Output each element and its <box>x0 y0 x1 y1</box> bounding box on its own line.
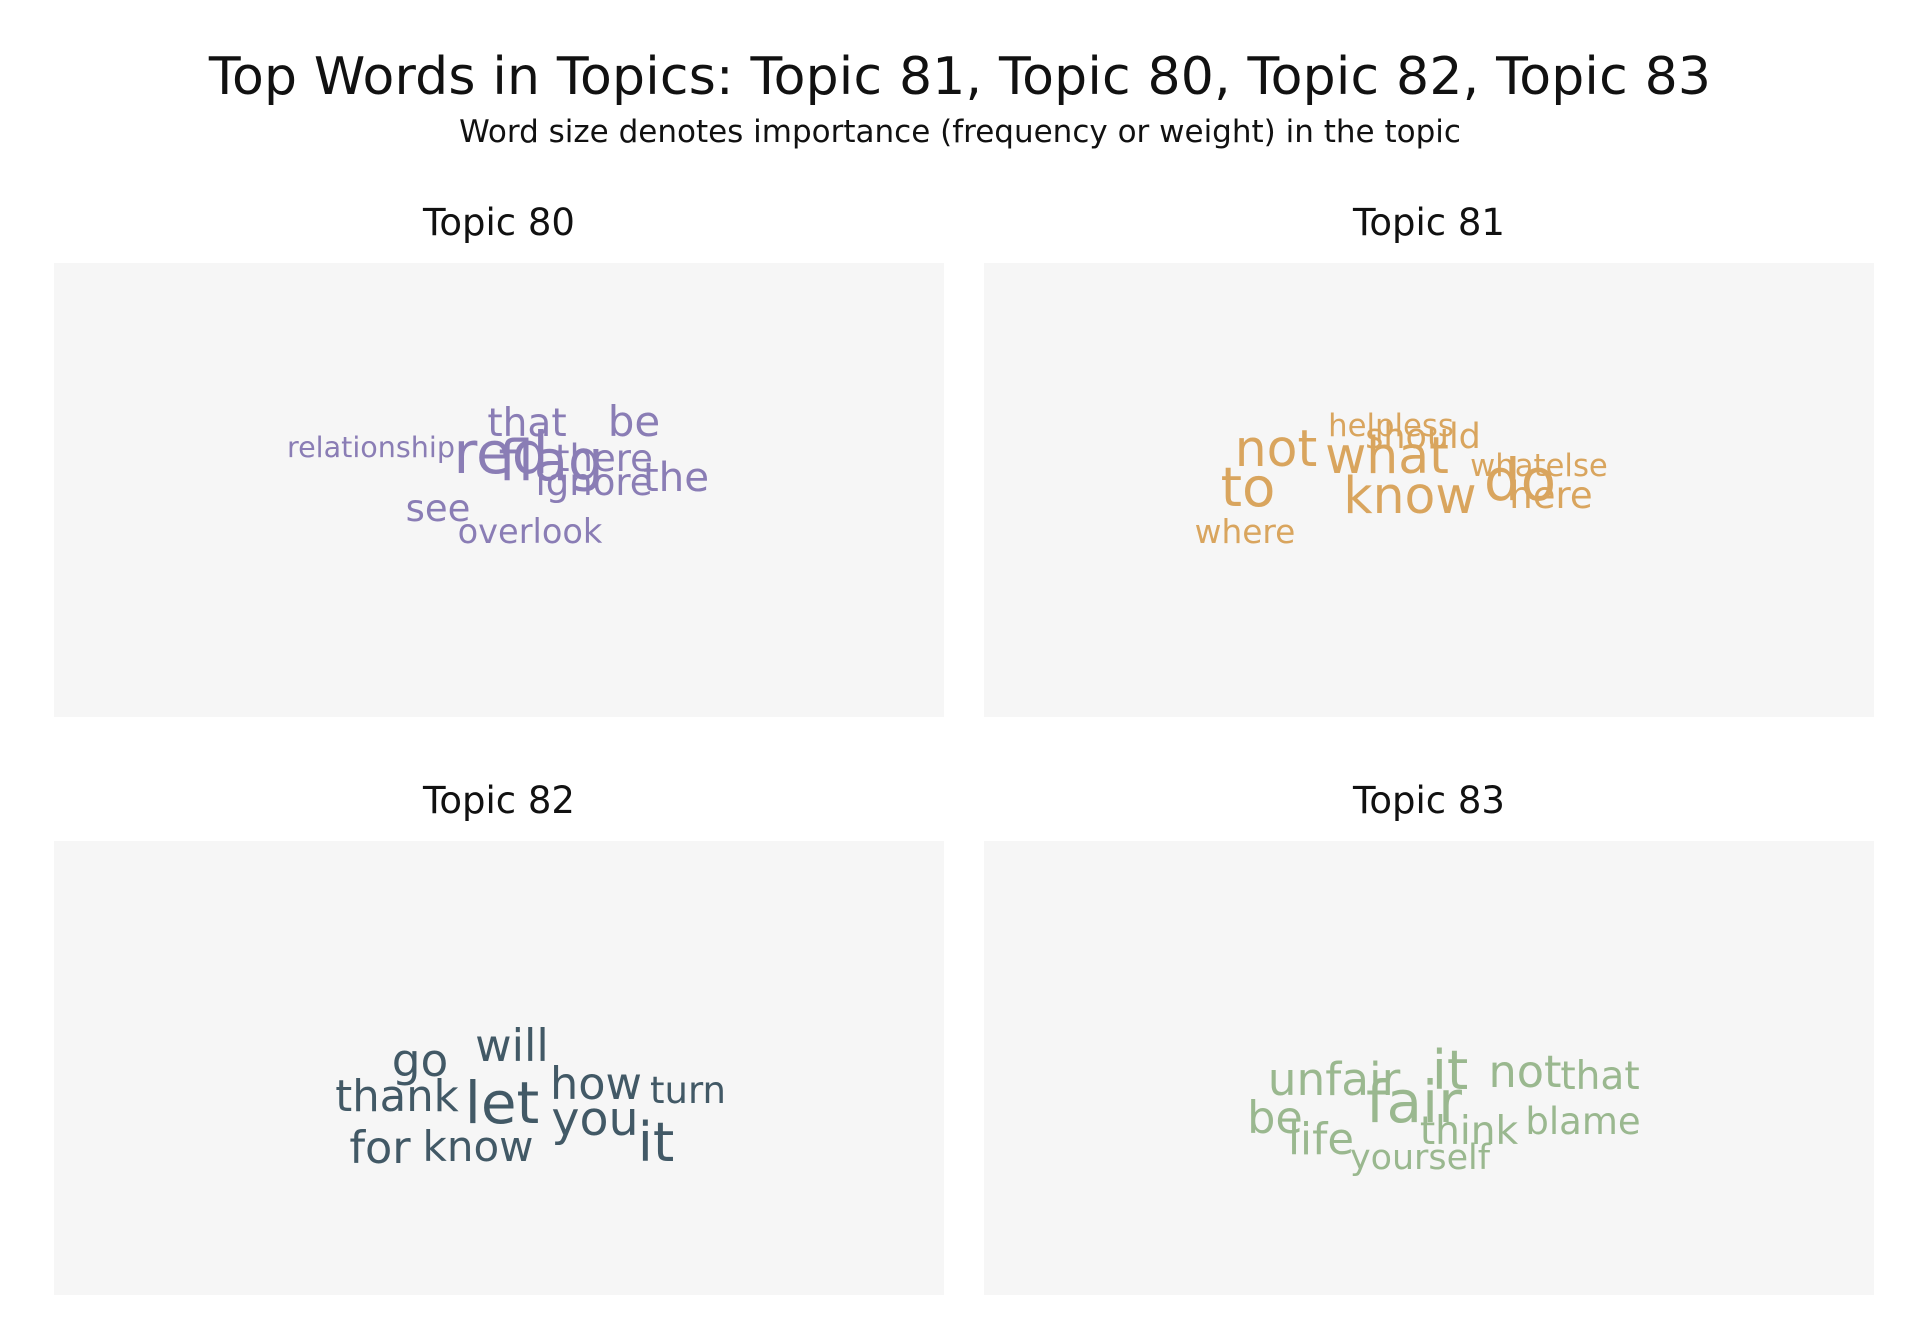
word-blame: blame <box>1525 1100 1640 1143</box>
word-relationship: relationship <box>287 430 455 464</box>
word-know: know <box>1343 466 1476 525</box>
word-be: be <box>608 397 661 446</box>
wordcloud-panel-topic-83: fair it unfair not be life think that blame yours… <box>984 841 1874 1295</box>
word-will: will <box>475 1020 549 1072</box>
word-the: the <box>643 453 709 501</box>
word-flag: flag <box>499 429 604 494</box>
word-go: go <box>392 1034 449 1087</box>
word-to: to <box>1221 455 1276 519</box>
word-for: for <box>349 1122 411 1174</box>
word-do: do <box>1484 446 1556 514</box>
panel-title-topic-82: Topic 82 <box>423 779 575 822</box>
wordcloud-panel-topic-80: red flag be the that there ignore see overlook re… <box>54 263 944 717</box>
word-should: should <box>1365 417 1481 457</box>
word-it: it <box>1432 1038 1469 1102</box>
word-how: how <box>550 1058 642 1110</box>
word-that: that <box>1560 1054 1639 1099</box>
word-there: there <box>555 437 653 480</box>
wordcloud-panel-topic-82: let it you go will how for thank know turn <box>54 841 944 1295</box>
word-here: here <box>1509 474 1592 517</box>
word-know: know <box>423 1122 534 1171</box>
word-helpless: helpless <box>1328 409 1454 444</box>
word-be: be <box>1247 1092 1303 1144</box>
word-not: not <box>1488 1046 1561 1098</box>
word-ignore: ignore <box>535 461 652 504</box>
figure-title: Top Words in Topics: Topic 81, Topic 80,… <box>208 47 1712 107</box>
word-that: that <box>487 401 566 446</box>
word-overlook: overlook <box>458 512 603 551</box>
panel-title-topic-83: Topic 83 <box>1353 779 1505 822</box>
word-fair: fair <box>1366 1068 1462 1136</box>
figure-subtitle: Word size denotes importance (frequency … <box>459 114 1461 150</box>
word-whatelse: whatelse <box>1470 449 1608 484</box>
word-think: think <box>1420 1109 1519 1154</box>
word-see: see <box>406 487 471 530</box>
word-where: where <box>1195 513 1296 551</box>
word-red: red <box>453 419 548 487</box>
word-not: not <box>1235 419 1318 478</box>
word-turn: turn <box>650 1069 726 1112</box>
word-let: let <box>465 1069 540 1137</box>
word-you: you <box>551 1092 638 1147</box>
wordcloud-panel-topic-81: do to what know not here should where whatelse he… <box>984 263 1874 717</box>
word-life: life <box>1288 1115 1354 1165</box>
word-it: it <box>638 1110 675 1174</box>
panel-title-topic-80: Topic 80 <box>423 201 575 244</box>
word-unfair: unfair <box>1268 1053 1401 1106</box>
panel-title-topic-81: Topic 81 <box>1353 201 1505 244</box>
word-thank: thank <box>335 1072 458 1122</box>
word-what: what <box>1325 426 1449 485</box>
word-yourself: yourself <box>1350 1138 1491 1178</box>
